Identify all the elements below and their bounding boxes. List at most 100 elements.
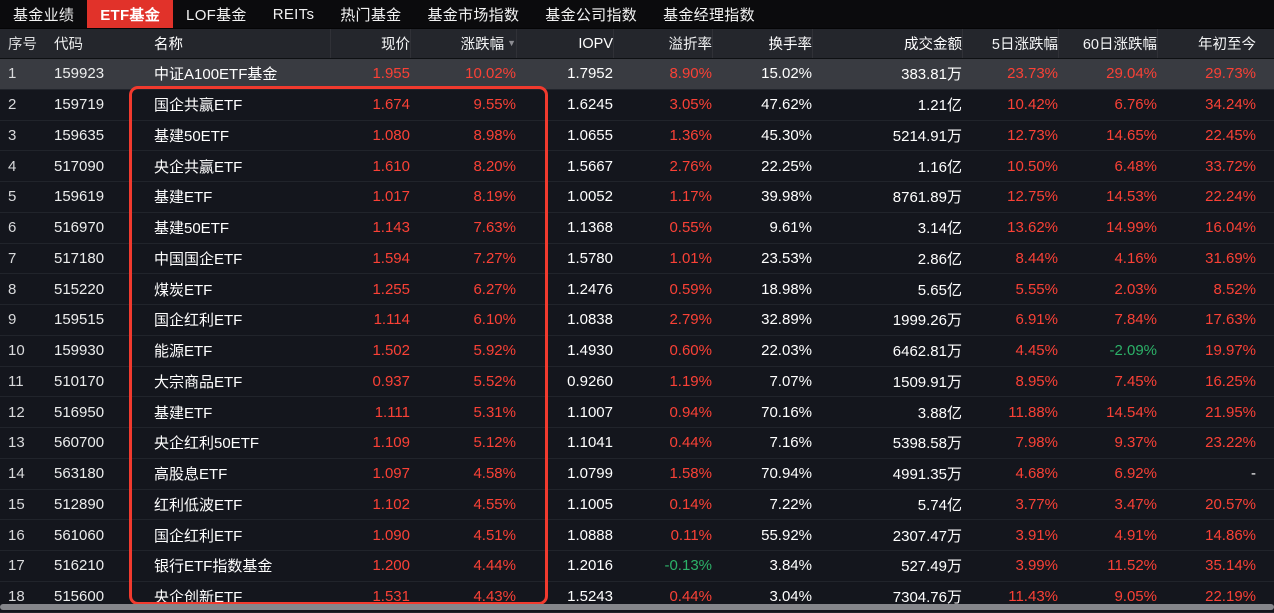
cell-name: 央企创新ETF — [154, 589, 243, 607]
cell-code: 563180 — [54, 465, 105, 483]
cell-iopv: 1.5780 — [567, 249, 613, 267]
cell-d60: 4.91% — [1114, 526, 1157, 544]
column-header-premium[interactable]: 溢折率 — [613, 29, 712, 58]
tab-2[interactable]: LOF基金 — [186, 6, 247, 24]
cell-code: 512890 — [54, 495, 105, 513]
cell-price: 1.594 — [372, 249, 410, 267]
table-row[interactable]: 12 516950 基建ETF 1.111 5.31% 1.1007 0.94% 70.16%… — [0, 397, 1274, 428]
cell-name: 中证A100ETF基金 — [154, 66, 278, 84]
cell-price: 1.955 — [372, 65, 410, 83]
table-row[interactable]: 7 517180 中国国企ETF 1.594 7.27% 1.5780 1.01% 23.53… — [0, 243, 1274, 275]
cell-premium: 0.14% — [669, 495, 712, 513]
cell-chg: 6.10% — [473, 311, 516, 329]
cell-code: 516970 — [54, 219, 105, 237]
column-header-seq[interactable]: 序号 — [0, 29, 46, 58]
cell-price: 1.017 — [372, 188, 410, 206]
cell-code: 159635 — [54, 126, 105, 144]
table-row[interactable]: 15 512890 红利低波ETF 1.102 4.55% 1.1005 0.14% 7.22… — [0, 489, 1274, 521]
cell-d5: 12.73% — [1007, 126, 1058, 144]
cell-d60: 7.45% — [1114, 372, 1157, 390]
tab-6[interactable]: 基金公司指数 — [545, 6, 638, 24]
table-row[interactable]: 1 159923 中证A100ETF基金 1.955 10.02% 1.7952 8.90%… — [0, 59, 1274, 90]
column-header-name[interactable]: 名称 — [146, 29, 330, 58]
cell-code: 515600 — [54, 588, 105, 606]
column-header-label: 换手率 — [768, 37, 813, 53]
cell-premium: 1.01% — [669, 249, 712, 267]
table-row[interactable]: 9 159515 国企红利ETF 1.114 6.10% 1.0838 2.79% 32.89… — [0, 305, 1274, 336]
cell-d5: 3.91% — [1015, 526, 1058, 544]
cell-ytd: 21.95% — [1205, 403, 1256, 421]
cell-iopv: 1.7952 — [567, 65, 613, 83]
cell-chg: 9.55% — [473, 96, 516, 114]
tab-3[interactable]: REITs — [272, 5, 315, 23]
cell-premium: 0.44% — [669, 588, 712, 606]
cell-turnover: 47.62% — [761, 96, 812, 114]
table-row[interactable]: 5 159619 基建ETF 1.017 8.19% 1.0052 1.17% 39.98% 8… — [0, 182, 1274, 213]
cell-ytd: 35.14% — [1205, 557, 1256, 575]
column-header-ytd[interactable]: 年初至今 — [1157, 29, 1256, 58]
cell-name: 央企共赢ETF — [154, 158, 243, 176]
cell-seq: 5 — [8, 188, 17, 206]
column-header-iopv[interactable]: IOPV — [516, 29, 613, 58]
cell-d60: 29.04% — [1106, 65, 1157, 83]
cell-iopv: 1.1368 — [567, 219, 613, 237]
cell-ytd: 16.25% — [1205, 372, 1256, 390]
table-row[interactable]: 6 516970 基建50ETF 1.143 7.63% 1.1368 0.55% 9.61%… — [0, 212, 1274, 244]
cell-price: 1.200 — [372, 557, 410, 575]
cell-premium: 0.44% — [669, 434, 712, 452]
table-row[interactable]: 17 516210 银行ETF指数基金 1.200 4.44% 1.2016 -0.13% 3… — [0, 551, 1274, 582]
table-row[interactable]: 14 563180 高股息ETF 1.097 4.58% 1.0799 1.58% 70.94… — [0, 458, 1274, 490]
cell-premium: 0.60% — [669, 342, 712, 360]
table-row[interactable]: 11 510170 大宗商品ETF 0.937 5.52% 0.9260 1.19% 7.07… — [0, 366, 1274, 398]
tab-1[interactable]: ETF基金 — [87, 0, 174, 28]
column-header-turnover[interactable]: 换手率 — [712, 29, 812, 58]
cell-amount: 1.16亿 — [917, 158, 962, 176]
column-header-amount[interactable]: 成交金额 — [812, 29, 962, 58]
cell-amount: 1999.26万 — [892, 312, 962, 330]
table-row[interactable]: 10 159930 能源ETF 1.502 5.92% 1.4930 0.60% 22.03%… — [0, 335, 1274, 367]
cell-ytd: 23.22% — [1205, 434, 1256, 452]
cell-chg: 6.27% — [473, 280, 516, 298]
column-header-price[interactable]: 现价 — [330, 29, 410, 58]
column-header-code[interactable]: 代码 — [46, 29, 146, 58]
cell-d5: 12.75% — [1007, 188, 1058, 206]
cell-chg: 8.98% — [473, 126, 516, 144]
table-row[interactable]: 2 159719 国企共赢ETF 1.674 9.55% 1.6245 3.05% 47.62… — [0, 89, 1274, 121]
cell-name: 能源ETF — [154, 343, 213, 361]
column-header-d5[interactable]: 5日涨跌幅 — [962, 29, 1058, 58]
table-row[interactable]: 16 561060 国企红利ETF 1.090 4.51% 1.0888 0.11% 55.9… — [0, 520, 1274, 551]
cell-name: 红利低波ETF — [154, 496, 243, 514]
cell-amount: 5.65亿 — [917, 281, 962, 299]
cell-chg: 10.02% — [465, 65, 516, 83]
cell-premium: 1.58% — [669, 465, 712, 483]
cell-d5: 6.91% — [1015, 311, 1058, 329]
cell-price: 1.255 — [372, 280, 410, 298]
cell-turnover: 3.04% — [769, 588, 812, 606]
horizontal-scrollbar[interactable] — [0, 604, 1274, 610]
tab-5[interactable]: 基金市场指数 — [427, 6, 520, 24]
cell-premium: 8.90% — [669, 65, 712, 83]
cell-iopv: 1.5667 — [567, 157, 613, 175]
cell-price: 1.090 — [372, 526, 410, 544]
cell-turnover: 22.03% — [761, 342, 812, 360]
cell-premium: 0.59% — [669, 280, 712, 298]
table-header: 序号 代码 名称 现价 涨跌幅 ▼ IOPV 溢折率 换手率 成交金额 5日涨跌幅 60日涨跌幅 年初至… — [0, 29, 1274, 59]
cell-iopv: 1.1007 — [567, 403, 613, 421]
table-row[interactable]: 13 560700 央企红利50ETF 1.109 5.12% 1.1041 0.44% 7.… — [0, 428, 1274, 459]
cell-turnover: 15.02% — [761, 65, 812, 83]
cell-seq: 14 — [8, 465, 25, 483]
tab-7[interactable]: 基金经理指数 — [663, 6, 755, 24]
table-row[interactable]: 4 517090 央企共赢ETF 1.610 8.20% 1.5667 2.76% 22.25… — [0, 151, 1274, 182]
cell-ytd: 19.97% — [1205, 342, 1256, 360]
table-row[interactable]: 8 515220 煤炭ETF 1.255 6.27% 1.2476 0.59% 18.98% 5… — [0, 274, 1274, 305]
cell-price: 1.531 — [372, 588, 410, 606]
cell-d60: 14.99% — [1106, 219, 1157, 237]
cell-amount: 1.21亿 — [917, 97, 962, 115]
cell-name: 央企红利50ETF — [154, 435, 260, 453]
table-row[interactable]: 3 159635 基建50ETF 1.080 8.98% 1.0655 1.36% 45.30… — [0, 120, 1274, 152]
column-header-chg[interactable]: 涨跌幅 ▼ — [410, 29, 516, 58]
column-header-d60[interactable]: 60日涨跌幅 — [1058, 29, 1157, 58]
cell-iopv: 1.4930 — [567, 342, 613, 360]
tab-4[interactable]: 热门基金 — [340, 6, 402, 24]
tab-0[interactable]: 基金业绩 — [13, 6, 75, 24]
